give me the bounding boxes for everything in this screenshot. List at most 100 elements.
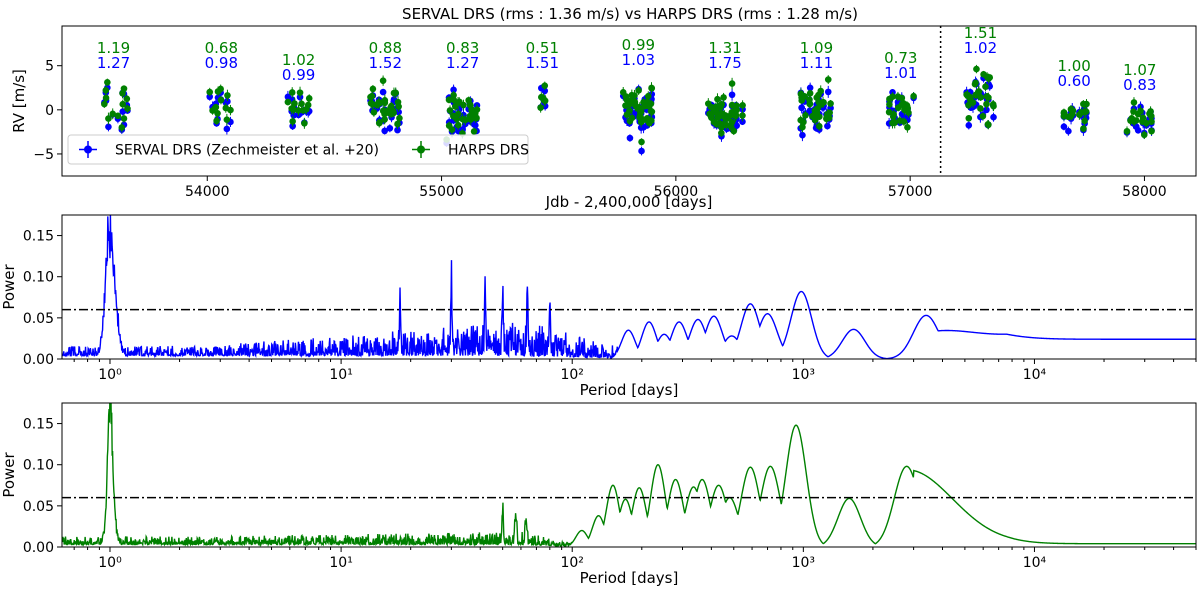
rv-point-harps <box>1067 105 1075 113</box>
rv-point-harps <box>720 94 727 101</box>
rv-point-serval <box>824 122 831 130</box>
rv-point-serval <box>381 127 388 135</box>
rv-point-harps <box>990 102 997 110</box>
rv-point-harps <box>104 79 111 86</box>
rv-point-harps <box>638 138 645 146</box>
rms-label-harps: 0.68 <box>205 39 238 57</box>
harps-periodogram-panel: 10⁰ 10¹ 10² 10³ 10⁴ 0.00 0.05 0.10 0.15 Period … <box>0 402 1197 587</box>
rv-point-harps <box>291 100 298 107</box>
rv-point-harps <box>718 100 726 108</box>
rv-point-serval <box>472 121 479 129</box>
rv-point-harps <box>890 111 898 118</box>
rms-label-harps: 0.51 <box>526 39 559 57</box>
rv-point-harps <box>806 100 814 108</box>
rv-point-serval <box>728 91 736 99</box>
rv-panel: SERVAL DRS (rms : 1.36 m/s) vs HARPS DRS… <box>10 5 1197 211</box>
rv-point-harps <box>124 105 131 112</box>
rv-x-tick-label: 56000 <box>654 184 699 200</box>
rv-x-axis-label: Jdb - 2,400,000 [days] <box>545 193 713 211</box>
rv-point-harps <box>634 104 641 112</box>
rv-point-serval <box>105 123 112 131</box>
rv-point-harps <box>963 91 970 98</box>
rv-point-serval <box>799 131 806 139</box>
rv-point-harps <box>289 118 296 125</box>
rv-point-harps <box>541 82 549 90</box>
rv-point-harps <box>1140 131 1148 139</box>
rms-label-harps: 0.88 <box>369 39 402 57</box>
rv-point-harps <box>295 107 302 114</box>
rv-point-harps <box>119 89 126 97</box>
serval-periodogram-line <box>62 215 1196 359</box>
x-tick-label: 10³ <box>792 367 815 383</box>
legend-box <box>67 134 529 165</box>
rv-point-harps <box>123 95 131 103</box>
rv-point-serval <box>1065 127 1072 135</box>
rv-point-harps <box>707 112 715 120</box>
rv-point-serval <box>394 126 401 134</box>
rv-point-harps <box>886 101 893 108</box>
rv-point-harps <box>396 114 403 122</box>
x-tick-label: 10¹ <box>329 367 352 383</box>
rv-x-tick-label: 54000 <box>185 184 230 200</box>
rv-legend: SERVAL DRS (Zechmeister et al. +20) HARP… <box>67 134 529 165</box>
legend-marker-serval <box>79 141 97 158</box>
rv-point-harps <box>982 83 989 90</box>
rv-point-harps <box>806 90 814 97</box>
rv-point-harps <box>102 94 110 102</box>
rv-point-harps <box>472 106 480 114</box>
rv-point-harps <box>648 108 656 115</box>
rv-point-harps <box>800 118 807 126</box>
rv-point-harps <box>636 113 643 121</box>
rv-point-harps <box>212 103 220 111</box>
rv-point-serval <box>638 147 645 155</box>
rv-point-harps <box>284 98 292 106</box>
rv-point-harps <box>1147 112 1155 120</box>
rv-point-harps <box>727 123 735 131</box>
rv-point-harps <box>628 114 636 122</box>
rms-label-serval: 1.27 <box>97 54 130 72</box>
rv-point-harps <box>824 76 832 83</box>
rv-point-harps <box>298 100 305 108</box>
rv-panel-title: SERVAL DRS (rms : 1.36 m/s) vs HARPS DRS… <box>402 5 858 23</box>
rv-point-serval <box>119 108 127 115</box>
rv-x-tick-label: 55000 <box>419 184 464 200</box>
legend-marker-harps <box>412 141 430 158</box>
rv-point-serval <box>450 86 457 94</box>
rv-point-harps <box>389 107 397 115</box>
rv-point-serval <box>1060 123 1068 130</box>
rv-y-tick-label: −5 <box>33 147 54 163</box>
rms-label-serval: 0.98 <box>205 54 238 72</box>
rv-point-harps <box>114 112 122 120</box>
legend-label-harps: HARPS DRS <box>448 143 529 159</box>
rv-x-tick-label: 57000 <box>888 184 933 200</box>
rv-point-harps <box>454 121 462 129</box>
rv-point-harps <box>381 99 389 107</box>
y-tick-label: 0.00 <box>23 352 54 368</box>
rv-point-harps <box>972 79 979 87</box>
x-tick-label: 10² <box>560 555 583 571</box>
x-tick-label: 10⁴ <box>1023 555 1047 571</box>
serval-periodogram-panel: 10⁰ 10¹ 10² 10³ 10⁴ 0.00 0.05 0.10 0.15 Period … <box>0 214 1197 399</box>
rv-point-harps <box>214 110 221 117</box>
rms-label-harps: 0.99 <box>622 36 655 54</box>
rv-point-harps <box>811 107 819 114</box>
rms-label-serval: 1.03 <box>622 51 655 69</box>
rv-point-harps <box>1123 127 1131 135</box>
rms-label-harps: 0.83 <box>446 39 479 57</box>
rv-point-serval <box>824 88 832 96</box>
rv-point-harps <box>465 96 472 104</box>
rv-point-harps <box>120 115 128 122</box>
rv-point-harps <box>910 92 917 100</box>
x-tick-label: 10² <box>560 367 583 383</box>
rms-label-serval: 0.99 <box>282 66 315 84</box>
rv-point-harps <box>899 99 907 107</box>
rv-point-harps <box>732 112 739 120</box>
y-tick-label: 0.15 <box>23 417 54 433</box>
rv-point-harps <box>705 100 712 107</box>
rv-point-harps <box>644 92 652 100</box>
rv-point-harps <box>105 115 112 122</box>
serval-y-axis-ticks: 0.00 0.05 0.10 0.15 <box>23 229 62 368</box>
rv-point-harps <box>445 96 453 104</box>
rv-point-harps <box>392 89 400 97</box>
rv-point-harps <box>381 116 388 123</box>
